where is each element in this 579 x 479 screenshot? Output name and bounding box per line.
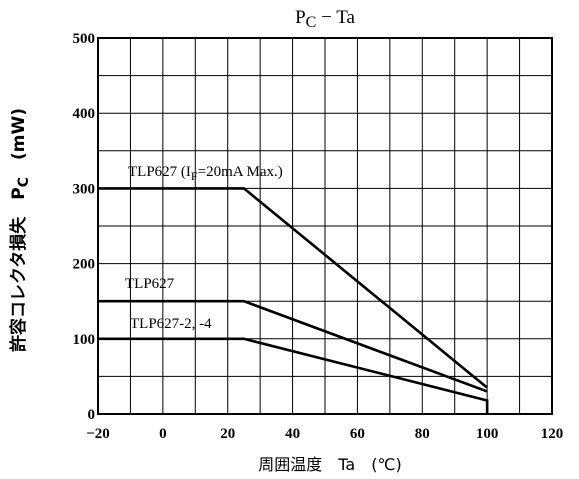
x-tick-label: 20 <box>220 426 235 442</box>
annotation-tlp627-2-4: TLP627-2, -4 <box>130 316 212 332</box>
series-line-3 <box>98 337 489 414</box>
annotations: TLP627 (IF=20mA Max.) TLP627 TLP627-2, -4 <box>125 164 283 332</box>
series-lines <box>98 187 489 414</box>
x-tick-labels: −20 0 20 40 60 80 100 120 <box>86 426 563 442</box>
x-tick-label: 0 <box>159 426 167 442</box>
grid <box>98 38 552 414</box>
x-tick-label: 80 <box>415 426 430 442</box>
y-tick-label: 0 <box>88 407 96 423</box>
annotation-tlp627-if20ma: TLP627 (IF=20mA Max.) <box>128 164 283 183</box>
x-tick-label: 120 <box>541 426 564 442</box>
y-tick-label: 400 <box>73 106 96 122</box>
x-tick-label: 60 <box>350 426 365 442</box>
y-tick-label: 300 <box>73 181 96 197</box>
x-tick-label: 40 <box>285 426 300 442</box>
x-axis-label: 周囲温度 Ta (℃) <box>258 455 401 474</box>
annotation-tlp627: TLP627 <box>125 276 175 292</box>
series-line-2 <box>98 299 488 393</box>
y-tick-labels: 0 100 200 300 400 500 <box>73 31 96 423</box>
y-tick-label: 100 <box>73 332 96 348</box>
y-axis-label: 許容コレクタ損失 PC (mW) <box>8 108 32 352</box>
chart-title: PC − Ta <box>295 7 355 31</box>
x-tick-label: 100 <box>476 426 499 442</box>
plot-frame <box>97 37 553 415</box>
y-tick-label: 200 <box>73 257 96 273</box>
x-tick-label: −20 <box>86 426 110 442</box>
series-line-1 <box>98 187 488 389</box>
y-tick-label: 500 <box>73 31 96 47</box>
